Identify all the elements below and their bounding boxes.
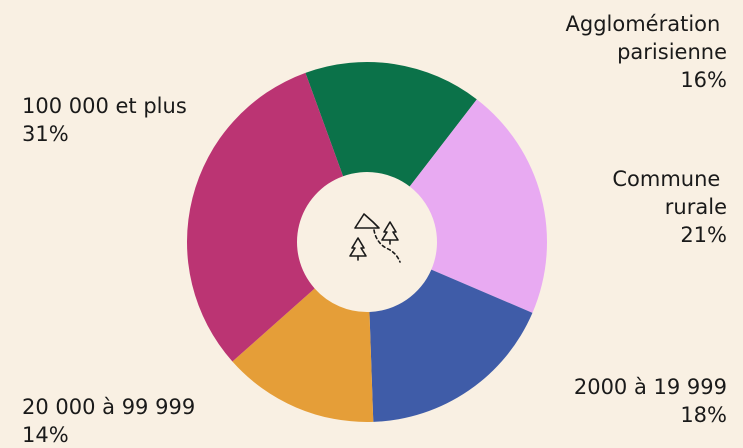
- slice: [409, 99, 547, 313]
- slice-value: 21%: [680, 223, 727, 247]
- label-line: parisienne: [617, 40, 727, 64]
- slice-value: 16%: [680, 68, 727, 92]
- slice: [369, 269, 533, 422]
- slice-label: Agglomération parisienne: [566, 12, 728, 64]
- slice-label: Commune rurale: [612, 167, 727, 219]
- slice-label: 100 000 et plus: [22, 94, 187, 118]
- slice: [305, 61, 477, 187]
- slices: [186, 61, 547, 422]
- slice-label: 2000 à 19 999: [574, 375, 727, 399]
- slice-value: 31%: [22, 122, 69, 146]
- label-line: rurale: [665, 195, 727, 219]
- slice-value: 14%: [22, 423, 69, 444]
- slice: [232, 288, 374, 422]
- center-icon: [349, 213, 401, 263]
- label-line: Agglomération: [566, 12, 728, 36]
- slice: [186, 72, 344, 362]
- slice-label: 20 000 à 99 999: [22, 395, 195, 419]
- label-line: Commune: [612, 167, 727, 191]
- slice-value: 18%: [680, 403, 727, 427]
